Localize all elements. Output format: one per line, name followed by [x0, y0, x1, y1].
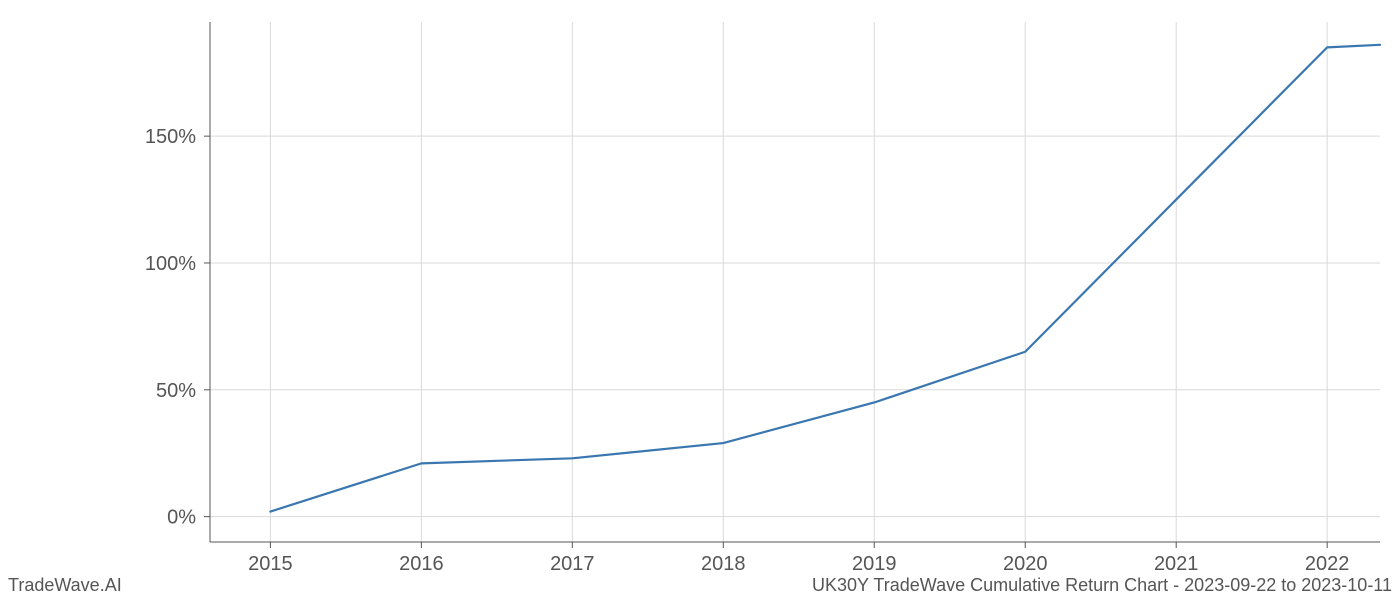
y-tick-label: 50%	[156, 380, 196, 402]
x-tick-label: 2017	[550, 553, 595, 575]
x-tick-label: 2020	[1003, 553, 1048, 575]
chart-container: 2015 2016 2017 2018 2019 2020 2021 2022 0% 50% 100…	[0, 0, 1400, 600]
x-tick-label: 2016	[399, 553, 444, 575]
footer-caption: UK30Y TradeWave Cumulative Return Chart …	[812, 575, 1392, 596]
y-tick-label: 150%	[145, 126, 196, 148]
line-chart: 2015 2016 2017 2018 2019 2020 2021 2022 0% 50% 100…	[0, 0, 1400, 600]
x-tick-label: 2022	[1305, 553, 1350, 575]
x-tick-label: 2015	[248, 553, 293, 575]
y-tick-label: 100%	[145, 253, 196, 275]
x-tick-label: 2021	[1154, 553, 1199, 575]
x-tick-label: 2018	[701, 553, 746, 575]
y-tick-label: 0%	[167, 507, 196, 529]
footer-brand: TradeWave.AI	[8, 575, 122, 596]
x-tick-label: 2019	[852, 553, 897, 575]
